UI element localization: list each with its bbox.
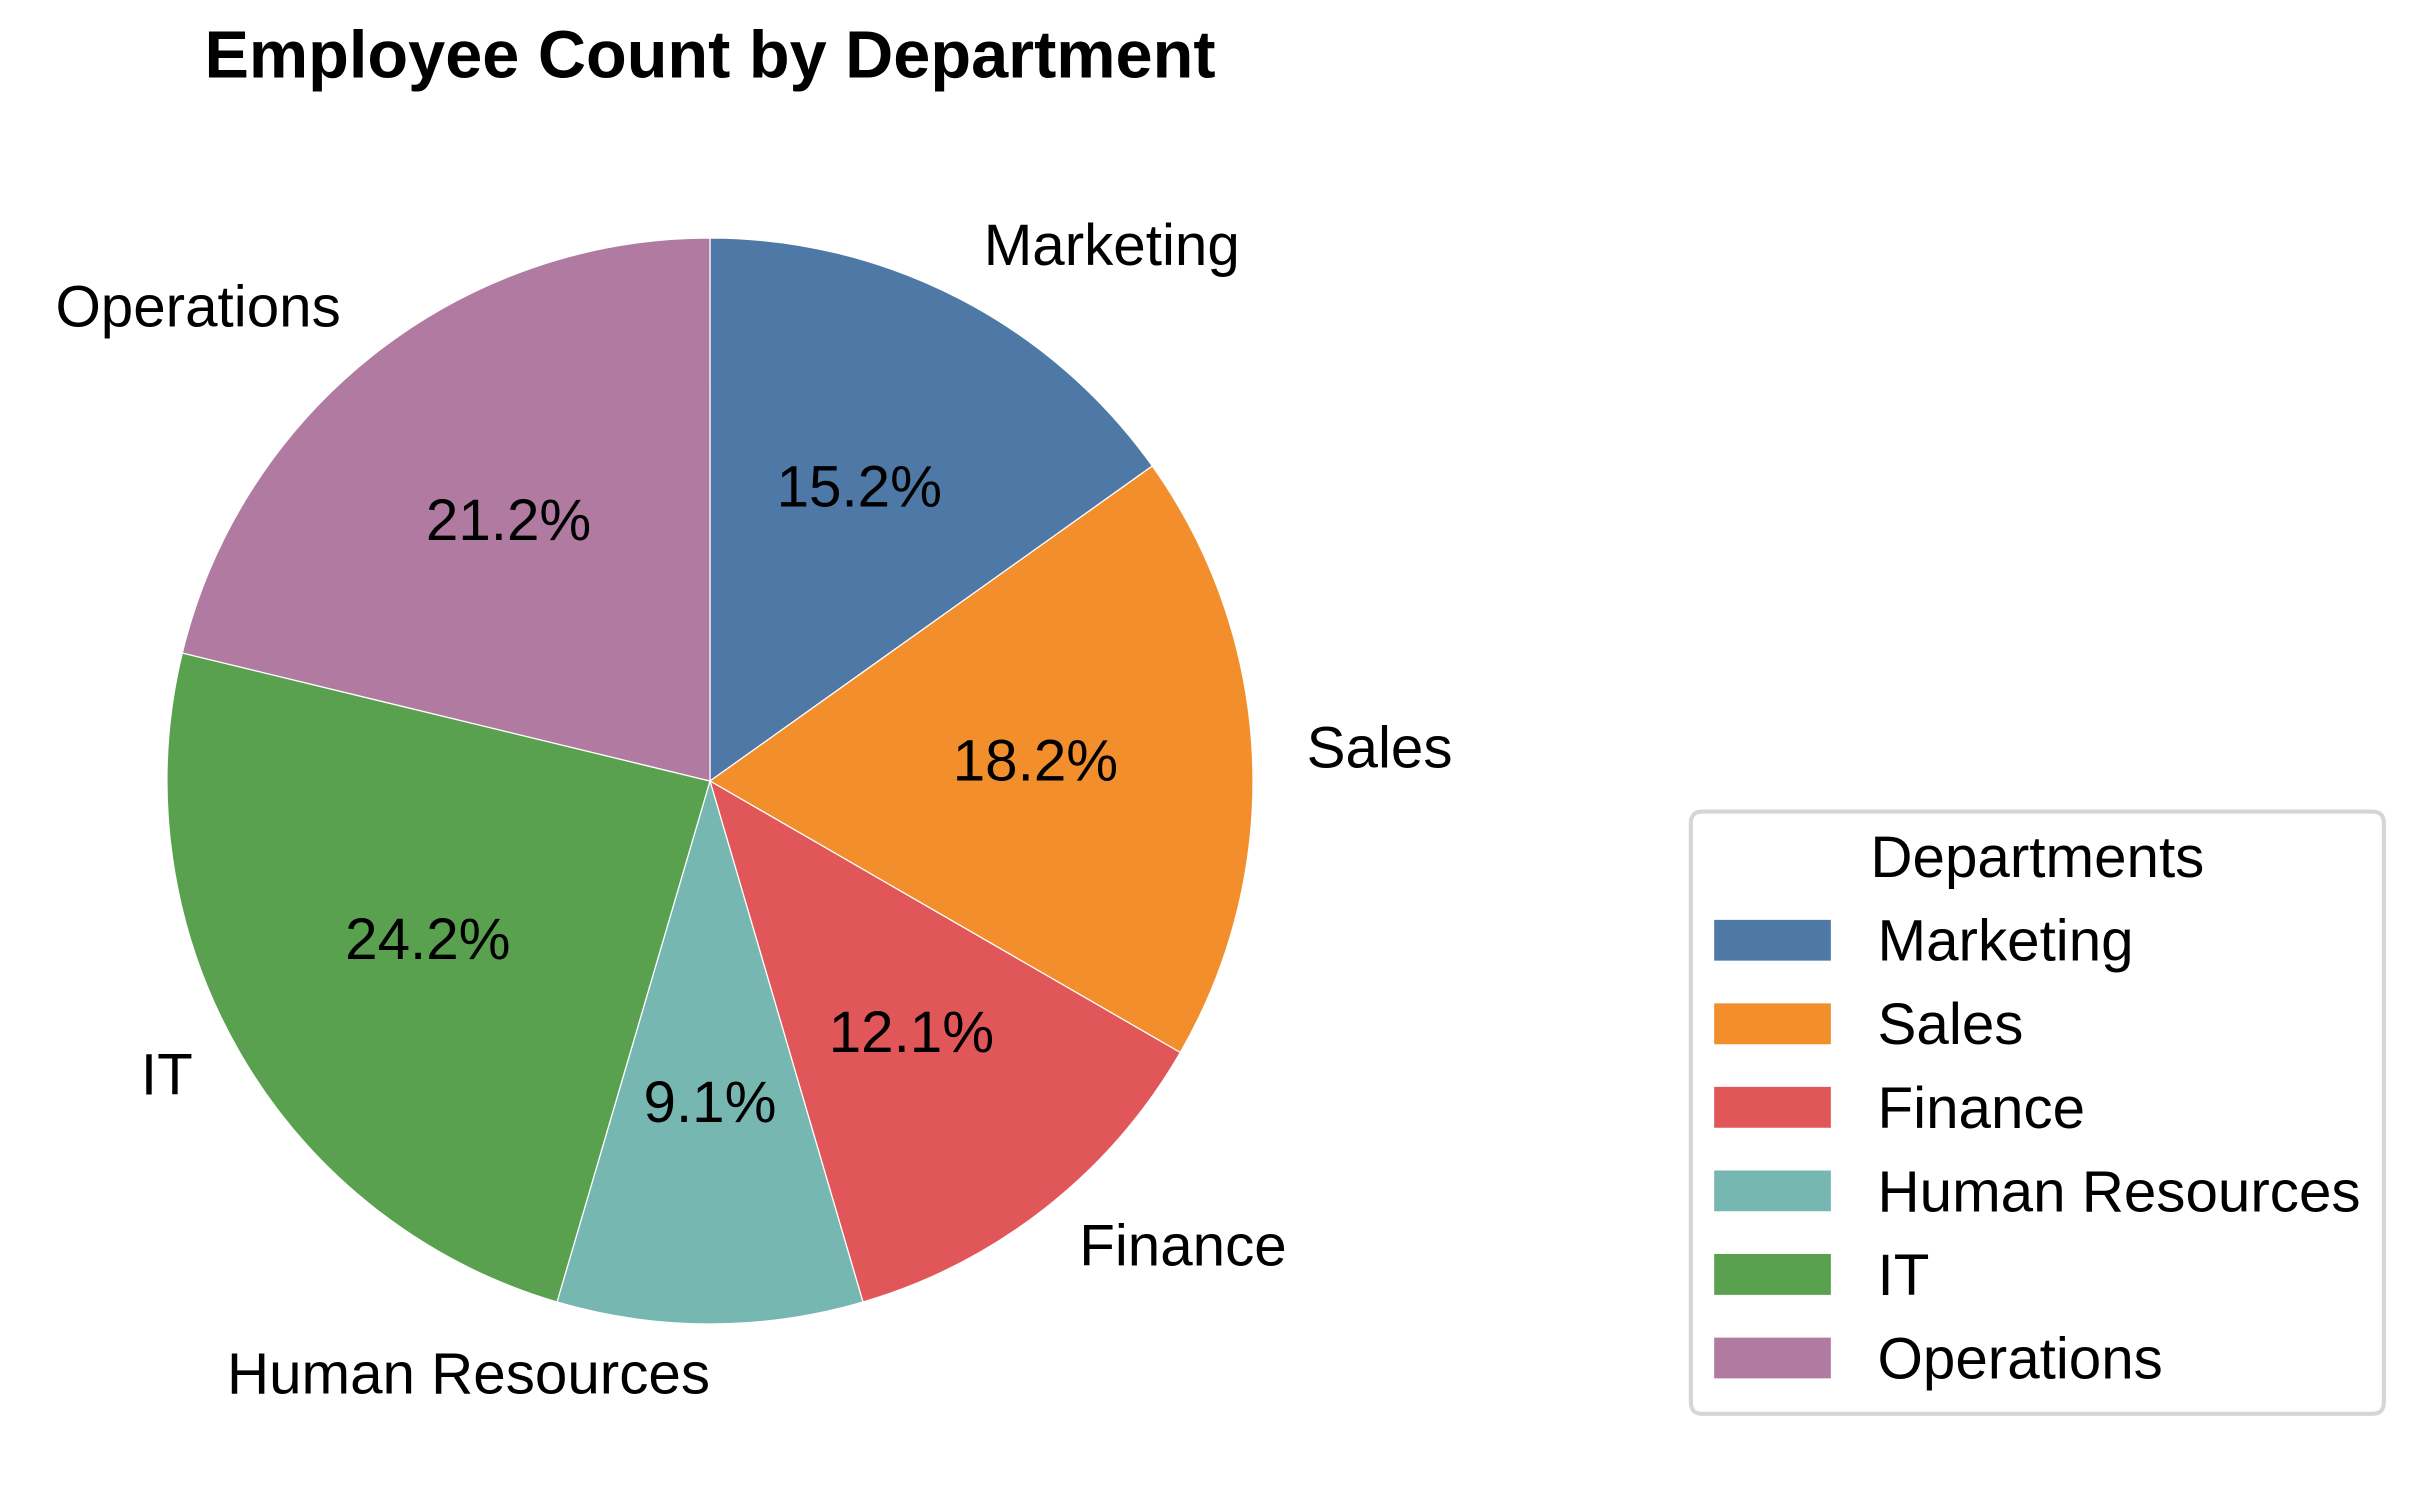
svg-text:15.2%: 15.2% xyxy=(777,455,942,520)
svg-text:Sales: Sales xyxy=(1878,992,2024,1057)
svg-text:Employee Count by Department: Employee Count by Department xyxy=(204,18,1215,92)
svg-text:IT: IT xyxy=(1878,1243,1930,1308)
svg-text:12.1%: 12.1% xyxy=(829,1000,994,1065)
svg-text:Human Resources: Human Resources xyxy=(227,1341,710,1406)
svg-text:21.2%: 21.2% xyxy=(426,488,591,553)
svg-text:18.2%: 18.2% xyxy=(953,729,1118,794)
svg-text:IT: IT xyxy=(141,1043,193,1108)
svg-text:Sales: Sales xyxy=(1307,716,1453,781)
svg-text:Human Resources: Human Resources xyxy=(1878,1159,2361,1224)
svg-text:Departments: Departments xyxy=(1870,825,2204,890)
svg-text:24.2%: 24.2% xyxy=(345,907,510,972)
svg-text:Finance: Finance xyxy=(1079,1214,1287,1279)
svg-text:Finance: Finance xyxy=(1878,1076,2086,1141)
svg-text:Operations: Operations xyxy=(1878,1326,2163,1391)
svg-text:9.1%: 9.1% xyxy=(644,1070,777,1135)
svg-text:Marketing: Marketing xyxy=(1878,909,2134,974)
svg-text:Marketing: Marketing xyxy=(984,213,1240,278)
svg-text:Operations: Operations xyxy=(55,275,340,340)
